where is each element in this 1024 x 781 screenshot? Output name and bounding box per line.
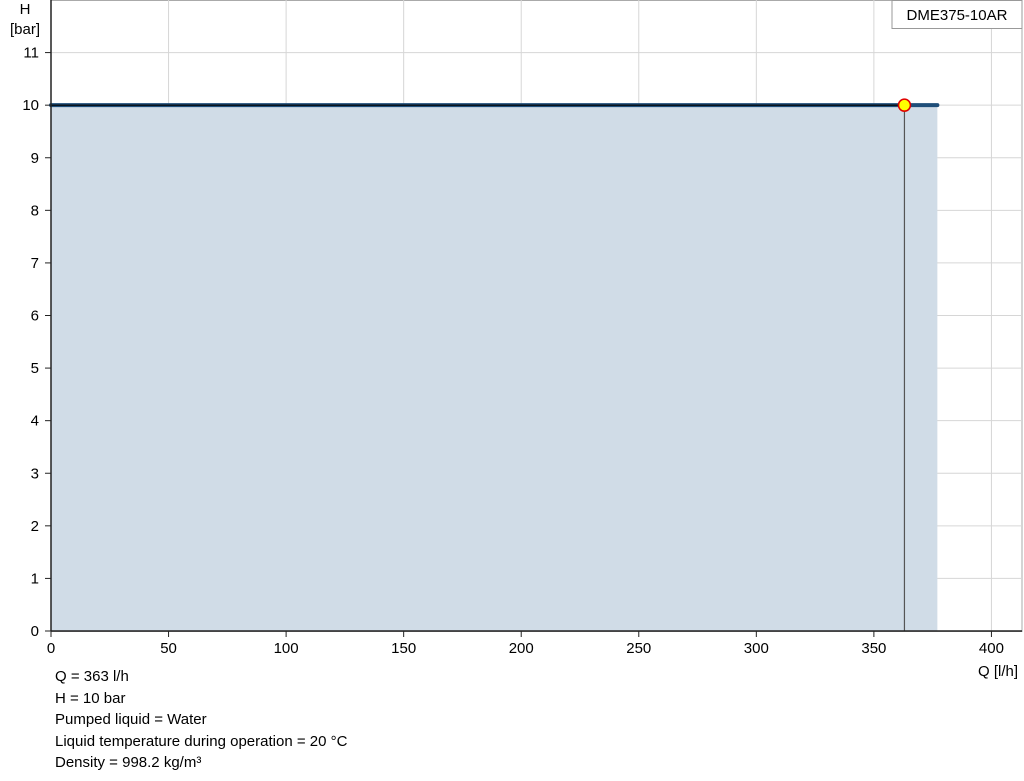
y-tick-label: 8 [31,202,39,219]
info-temperature: Liquid temperature during operation = 20… [55,732,348,750]
curve-area [51,105,938,631]
info-density: Density = 998.2 kg/m³ [55,754,202,772]
x-tick-label: 150 [391,640,416,657]
y-tick-label: 6 [31,308,39,325]
duty-point [897,98,912,112]
y-tick-label: 11 [23,45,39,62]
info-head: H = 10 bar [55,689,126,707]
x-tick-label: 400 [979,640,1004,657]
y-tick-label: 9 [31,150,39,167]
x-tick-label: 250 [626,640,651,657]
info-liquid: Pumped liquid = Water [55,711,207,729]
y-tick-label: 10 [22,97,39,114]
x-tick-label: 50 [160,640,177,657]
y-tick-label: 7 [31,255,39,272]
y-tick-label: 0 [31,623,39,640]
y-axis-label-h: H [20,1,31,18]
x-tick-label: 0 [47,640,55,657]
y-tick-label: 4 [31,413,39,430]
info-flow: Q = 363 l/h [55,668,129,685]
x-tick-label: 300 [744,640,769,657]
y-tick-label: 2 [31,518,39,535]
legend-label: DME375-10AR [907,7,1008,24]
y-tick-label: 5 [31,360,39,377]
x-axis-label: Q [l/h] [978,663,1018,680]
y-tick-label: 3 [31,465,39,482]
duty-point-info: Q = 363 l/h H = 10 bar Pumped liquid = W… [55,666,347,774]
y-axis-label-unit: [bar] [10,21,40,38]
x-tick-label: 100 [274,640,299,657]
performance-chart: 0 50 100 150 200 250 300 350 400 0 1 2 3 4 5 6 7 8 9 10 11 H… [10,0,1023,680]
legend-box [891,0,1023,29]
x-tick-label: 200 [509,640,534,657]
x-tick-label: 350 [861,640,886,657]
y-tick-label: 1 [31,570,39,587]
